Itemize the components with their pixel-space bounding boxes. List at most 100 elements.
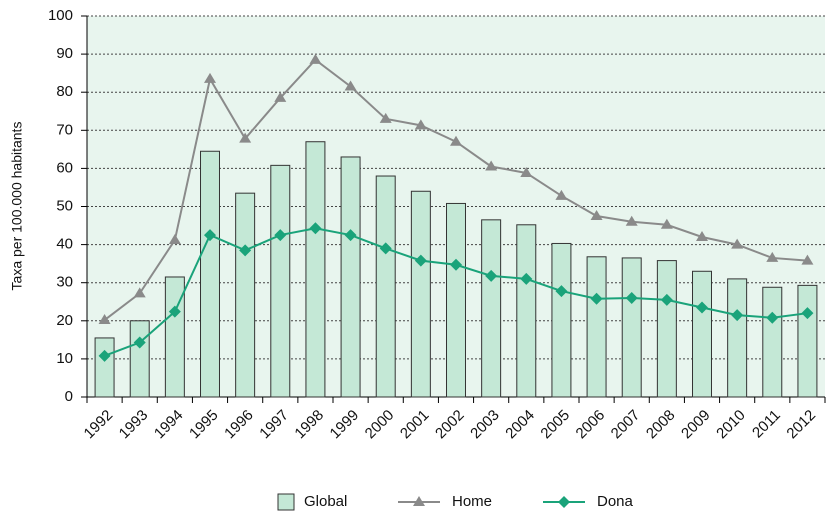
y-tick-label: 50 [56, 197, 73, 214]
marker [379, 112, 392, 123]
marker [696, 301, 708, 314]
bar [516, 224, 537, 398]
bar [375, 175, 396, 398]
y-tick-label: 0 [65, 388, 73, 405]
y-axis-title: Taxa per 100.000 habitants [9, 122, 25, 291]
legend-marker [413, 496, 425, 506]
bar [621, 257, 642, 398]
marker [274, 91, 287, 102]
y-tick-label: 40 [56, 236, 73, 253]
marker [590, 210, 603, 221]
marker [274, 229, 287, 242]
x-tick-label: 2010 [713, 407, 749, 443]
y-tick-label: 90 [56, 45, 73, 62]
y-tick-label: 70 [56, 121, 73, 138]
marker [485, 160, 498, 171]
bar [727, 278, 748, 398]
bar [762, 286, 783, 398]
x-tick-label: 2011 [749, 407, 784, 442]
bar [586, 256, 607, 398]
marker [625, 291, 638, 304]
x-tick-label: 2008 [643, 407, 679, 443]
marker [204, 229, 216, 242]
marker [555, 189, 568, 200]
y-tick-label: 100 [48, 7, 73, 24]
marker [485, 269, 498, 282]
marker [625, 215, 638, 226]
marker [766, 311, 779, 324]
marker [766, 251, 779, 262]
x-tick-label: 1996 [221, 407, 257, 443]
marker [801, 254, 814, 265]
marker [239, 244, 252, 257]
bar [129, 320, 150, 398]
bar [797, 284, 818, 398]
x-tick-label: 2000 [362, 407, 398, 443]
x-tick-label: 2007 [608, 407, 644, 443]
marker [414, 254, 427, 267]
x-tick-label: 2001 [397, 407, 433, 443]
marker [520, 272, 533, 285]
marker [98, 314, 111, 325]
bar [340, 156, 361, 398]
marker [660, 218, 673, 229]
legend-label: Dona [597, 493, 634, 510]
marker [660, 293, 673, 306]
bar [94, 337, 115, 398]
bar [235, 192, 256, 398]
x-tick-label: 1992 [81, 407, 117, 443]
bar [164, 276, 185, 398]
marker [731, 238, 744, 249]
y-tick-label: 30 [56, 274, 73, 291]
marker [133, 336, 146, 349]
legend-swatch [277, 493, 295, 511]
marker [309, 222, 322, 235]
bar [446, 202, 466, 398]
marker [239, 132, 252, 143]
x-tick-label: 1997 [256, 407, 292, 443]
bar [305, 141, 326, 398]
marker [731, 309, 744, 322]
y-tick-label: 60 [56, 159, 73, 176]
x-tick-label: 2002 [432, 407, 468, 443]
y-tick-label: 20 [56, 312, 73, 329]
x-tick-label: 1998 [291, 407, 327, 443]
x-tick-label: 1995 [186, 407, 222, 443]
legend-label: Global [304, 493, 347, 510]
bar [692, 270, 712, 398]
marker [168, 234, 181, 245]
x-tick-label: 2004 [502, 407, 538, 443]
marker [555, 285, 568, 298]
x-tick-label: 2006 [573, 407, 609, 443]
marker [344, 80, 357, 91]
legend-label: Home [452, 493, 492, 510]
bar [270, 164, 291, 398]
x-tick-label: 1993 [116, 407, 152, 443]
y-tick-label: 10 [56, 350, 73, 367]
marker [168, 305, 181, 318]
marker [98, 349, 111, 362]
marker [309, 53, 322, 64]
x-tick-label: 2005 [537, 407, 573, 443]
marker [414, 119, 427, 130]
marker [520, 166, 533, 177]
bar [481, 219, 502, 398]
bar [410, 190, 431, 398]
bar [551, 242, 572, 398]
y-tick-label: 80 [56, 83, 73, 100]
bar [200, 150, 220, 398]
marker [379, 242, 392, 255]
marker [204, 72, 216, 83]
marker [344, 229, 357, 242]
marker [696, 230, 708, 241]
x-tick-label: 2012 [783, 407, 819, 443]
x-tick-label: 2009 [678, 407, 714, 443]
bar [656, 260, 677, 398]
marker [801, 307, 814, 320]
marker [450, 258, 462, 271]
marker [133, 287, 146, 298]
x-tick-label: 1999 [327, 407, 363, 443]
x-tick-label: 2003 [467, 407, 503, 443]
x-tick-label: 1994 [151, 407, 187, 443]
